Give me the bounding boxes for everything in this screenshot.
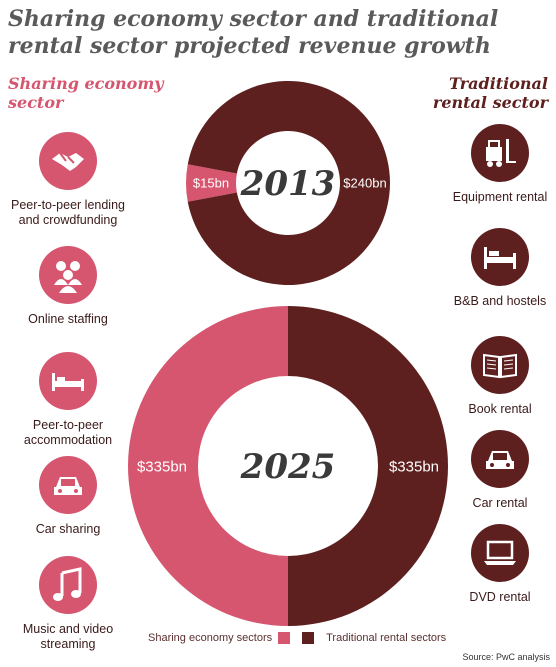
sharing-item-staffing: Online staffing	[8, 246, 128, 327]
traditional-item-car: Car rental	[440, 430, 556, 511]
car-icon	[471, 430, 529, 488]
sharing-sector-heading: Sharing economy sector	[8, 74, 164, 112]
donut-2013-value-label-traditional: $240bn	[343, 176, 386, 191]
book-icon	[471, 336, 529, 394]
car-icon	[39, 456, 97, 514]
donut-2013-slice-traditional	[187, 81, 390, 286]
traditional-item-bnb: B&B and hostels	[440, 228, 556, 309]
legend-label-traditional: Traditional rental sectors	[326, 632, 447, 644]
traditional-item-label: Car rental	[472, 496, 528, 510]
laptop-icon	[471, 524, 529, 582]
donut-2013-slice-sharing	[186, 164, 237, 202]
donut-2025-year-label: 2025	[240, 447, 336, 487]
sharing-item-label: Peer-to-peer lending and crowdfunding	[11, 198, 125, 227]
legend-label-sharing: Sharing economy sectors	[148, 632, 273, 644]
traditional-item-label: DVD rental	[469, 590, 531, 604]
donut-2025-slice-sharing	[128, 306, 288, 626]
donut-2013-year-label: 2013	[240, 164, 336, 204]
donut-2013-value-label-sharing: $15bn	[193, 176, 229, 191]
legend: Sharing economy sectors Traditional rent…	[148, 632, 446, 644]
donut-2025-value-label-traditional: $335bn	[389, 458, 439, 475]
sharing-item-label: Music and video streaming	[22, 622, 114, 651]
sharing-item-label: Car sharing	[35, 522, 101, 536]
sharing-item-label: Online staffing	[28, 312, 108, 326]
traditional-item-equipment: Equipment rental	[440, 124, 556, 205]
legend-swatch-traditional	[302, 632, 315, 644]
traditional-item-label: Equipment rental	[452, 190, 548, 204]
music-note-icon	[39, 556, 97, 614]
sharing-item-accommodation: Peer-to-peer accommodation	[8, 352, 128, 448]
handshake-icon	[39, 132, 97, 190]
sharing-item-lending: Peer-to-peer lending and crowdfunding	[8, 132, 128, 228]
traditional-item-dvd: DVD rental	[440, 524, 556, 605]
forklift-icon	[471, 124, 529, 182]
sharing-item-carsharing: Car sharing	[8, 456, 128, 537]
chart-title: Sharing economy sector and traditional r…	[8, 6, 499, 59]
people-icon	[39, 246, 97, 304]
bed-icon	[39, 352, 97, 410]
traditional-item-book: Book rental	[440, 336, 556, 417]
legend-swatch-sharing	[278, 632, 291, 644]
donut-2025-value-label-sharing: $335bn	[137, 458, 187, 475]
donut-2025-slice-traditional	[288, 306, 448, 626]
bed-icon	[471, 228, 529, 286]
sharing-item-streaming: Music and video streaming	[8, 556, 128, 652]
traditional-item-label: Book rental	[468, 402, 532, 416]
traditional-sector-heading: Traditional rental sector	[432, 74, 548, 112]
sharing-item-label: Peer-to-peer accommodation	[23, 418, 113, 447]
source-note: Source: PwC analysis	[462, 652, 550, 662]
traditional-item-label: B&B and hostels	[453, 294, 547, 308]
